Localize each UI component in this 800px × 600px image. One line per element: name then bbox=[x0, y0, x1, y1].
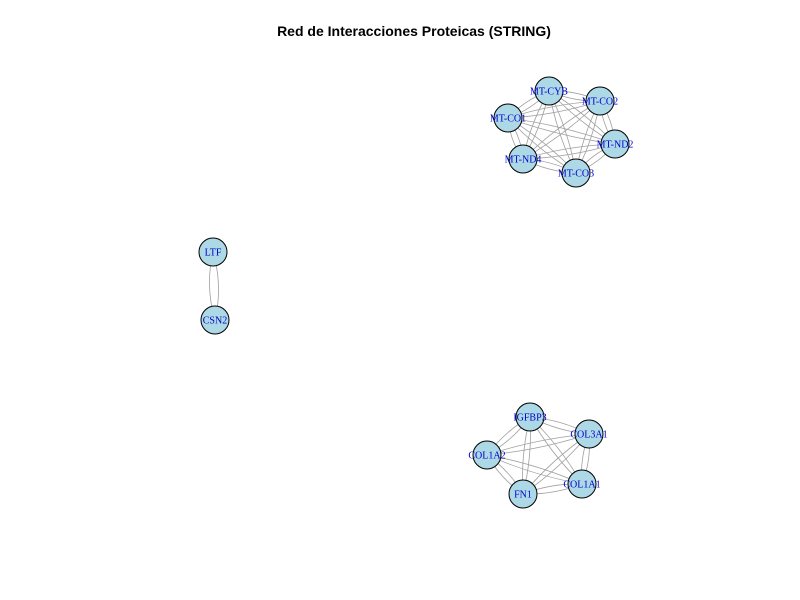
node-label: MT-CO3 bbox=[558, 169, 594, 180]
node-label: LTF bbox=[205, 248, 222, 259]
node-mt-co3[interactable]: MT-CO3 bbox=[558, 158, 594, 188]
node-circle bbox=[534, 76, 564, 106]
node-label: IGFBP3 bbox=[513, 413, 546, 424]
node-circle bbox=[472, 440, 502, 470]
chart-title: Red de Interacciones Proteicas (STRING) bbox=[277, 23, 551, 39]
node-circle bbox=[200, 305, 230, 335]
node-mt-cyb[interactable]: MT-CYB bbox=[530, 76, 568, 106]
node-col1a1[interactable]: COL1A1 bbox=[563, 469, 601, 499]
node-mt-co1[interactable]: MT-CO1 bbox=[490, 103, 526, 133]
node-label: FN1 bbox=[514, 490, 532, 501]
node-label: CSN2 bbox=[203, 316, 227, 327]
node-circle bbox=[561, 158, 591, 188]
node-csn2[interactable]: CSN2 bbox=[200, 305, 230, 335]
node-label: COL3A1 bbox=[570, 430, 607, 441]
node-circle bbox=[567, 469, 597, 499]
node-fn1[interactable]: FN1 bbox=[508, 479, 538, 509]
node-circle bbox=[198, 237, 228, 267]
node-col1a2[interactable]: COL1A2 bbox=[468, 440, 506, 470]
edges-layer bbox=[209, 90, 616, 495]
node-circle bbox=[585, 86, 615, 116]
node-label: COL1A1 bbox=[563, 480, 600, 491]
node-label: MT-CO2 bbox=[582, 97, 618, 108]
node-label: MT-CYB bbox=[530, 87, 568, 98]
node-circle bbox=[508, 144, 538, 174]
node-label: MT-CO1 bbox=[490, 114, 526, 125]
node-circle bbox=[508, 479, 538, 509]
node-label: COL1A2 bbox=[468, 451, 505, 462]
node-mt-co2[interactable]: MT-CO2 bbox=[582, 86, 618, 116]
node-circle bbox=[493, 103, 523, 133]
node-col3a1[interactable]: COL3A1 bbox=[570, 419, 608, 449]
node-label: MT-ND2 bbox=[597, 140, 634, 151]
node-circle bbox=[574, 419, 604, 449]
node-circle bbox=[600, 129, 630, 159]
nodes-layer: MT-CYB MT-CO2 MT-CO1 MT-ND2 MT-ND4 MT-CO3 LTF C… bbox=[198, 76, 634, 509]
node-mt-nd4[interactable]: MT-ND4 bbox=[505, 144, 542, 174]
node-mt-nd2[interactable]: MT-ND2 bbox=[597, 129, 634, 159]
node-label: MT-ND4 bbox=[505, 155, 542, 166]
node-igfbp3[interactable]: IGFBP3 bbox=[513, 402, 547, 432]
node-circle bbox=[515, 402, 545, 432]
node-ltf[interactable]: LTF bbox=[198, 237, 228, 267]
